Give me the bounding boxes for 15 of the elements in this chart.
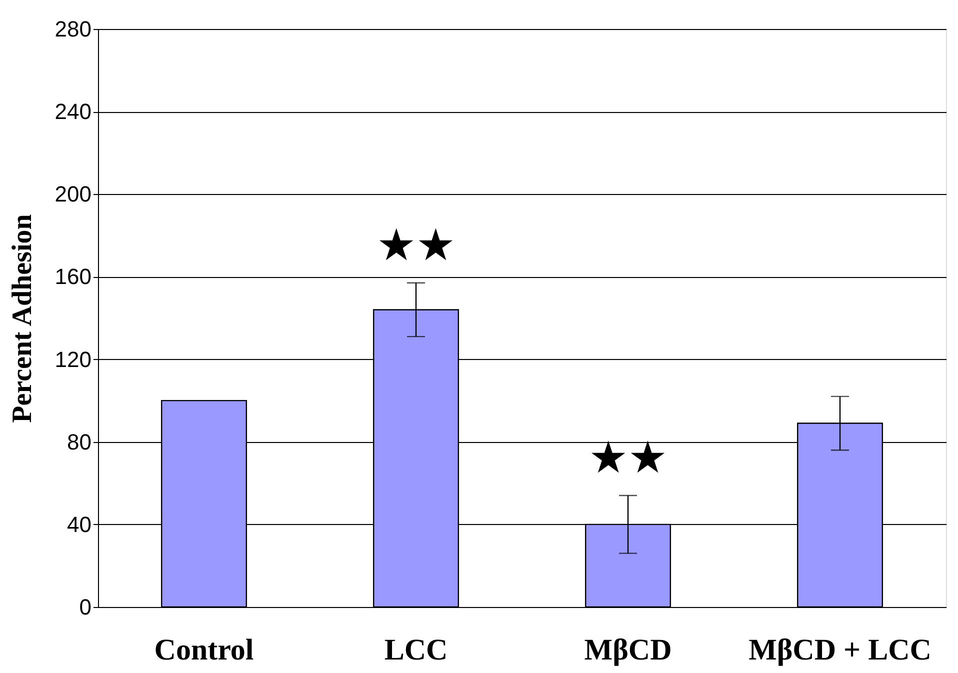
annotation: ★★ (376, 220, 456, 271)
y-axis-title: Percent Adhesion (6, 214, 38, 423)
x-tick-label: MβCD + LCC (748, 634, 932, 666)
y-tick-label: 200 (54, 182, 92, 207)
x-tick-label: Control (154, 634, 254, 666)
y-tick-label: 40 (67, 512, 92, 537)
y-tick-label: 240 (54, 99, 92, 124)
annotation: ★★ (588, 432, 668, 484)
y-tick-label: 160 (54, 264, 92, 290)
x-tick-label: MβCD (584, 634, 672, 666)
y-tick-label: 0 (79, 594, 92, 620)
y-tick-label: 120 (54, 346, 92, 372)
x-tick-label: LCC (384, 634, 448, 666)
y-tick-label: 280 (54, 16, 92, 42)
y-tick-label: 80 (67, 429, 92, 454)
